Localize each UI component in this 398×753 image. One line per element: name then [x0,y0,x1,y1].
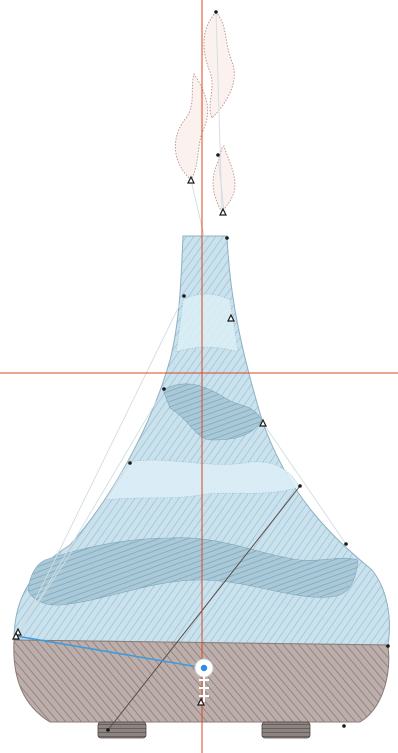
start-point-icon[interactable] [187,175,195,184]
vase-wave-upper[interactable] [162,383,263,441]
node-handles[interactable] [12,10,390,732]
stitch-node-icon[interactable] [106,728,110,732]
start-point-icon[interactable] [227,313,235,322]
stitch-path-lines [17,11,347,636]
stitch-node-icon[interactable] [182,294,186,298]
stitch-node-icon[interactable] [162,387,166,391]
start-point-icon[interactable] [219,207,227,216]
vase-wave-lower[interactable] [27,537,359,606]
steam-wisp-small[interactable] [212,145,236,213]
connector-line[interactable] [107,485,301,731]
start-point-icon[interactable] [12,631,20,640]
stitch-node-icon[interactable] [344,542,348,546]
stitch-node-icon[interactable] [128,461,132,465]
vase-light-band-top[interactable] [175,293,239,353]
foot-right[interactable] [261,721,311,739]
stitch-node-icon[interactable] [216,153,220,157]
steam-wisp-left[interactable] [174,72,208,181]
stitch-node-icon[interactable] [386,644,390,648]
start-point-icon[interactable] [259,418,267,427]
steam-group[interactable] [174,11,236,213]
stitch-node-icon[interactable] [225,236,229,240]
steam-wisp-tall[interactable] [203,11,235,119]
foot-left[interactable] [97,721,147,739]
stitch-node-icon[interactable] [214,10,218,14]
stitch-node-icon[interactable] [342,724,346,728]
stitch-node-icon[interactable] [298,484,302,488]
selection-line[interactable] [15,635,205,669]
origin-marker-icon[interactable] [194,658,214,702]
start-point-icon[interactable] [197,697,205,706]
